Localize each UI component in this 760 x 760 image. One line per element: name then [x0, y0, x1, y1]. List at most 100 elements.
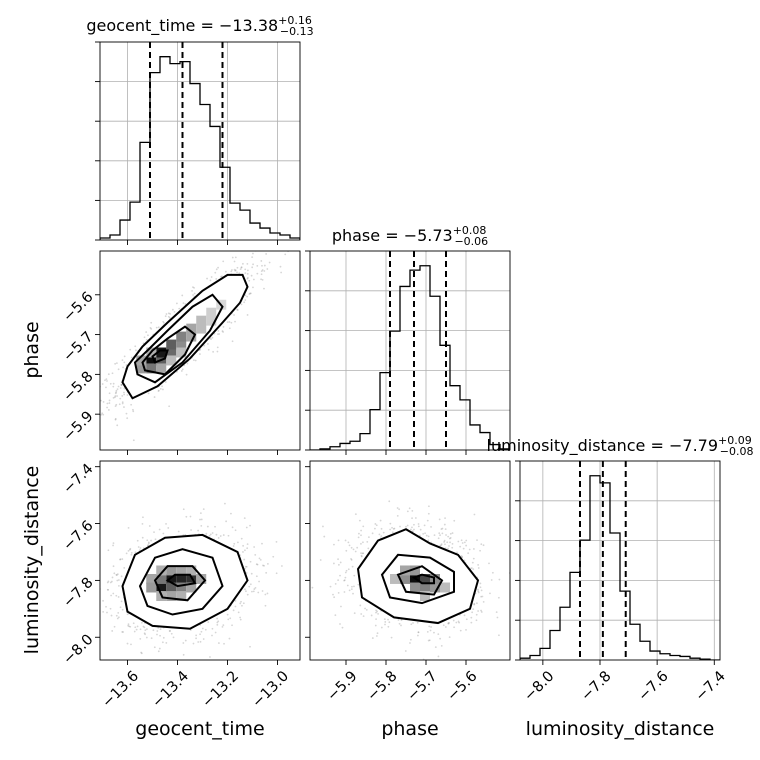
scatter-point — [100, 399, 102, 402]
scatter-point — [249, 560, 252, 563]
scatter-point — [200, 525, 203, 527]
panel-frame — [519, 460, 721, 661]
scatter-point — [443, 523, 446, 526]
density-cell — [176, 591, 187, 602]
scatter-point — [209, 279, 212, 282]
contour-line — [396, 565, 444, 596]
scatter-point — [182, 642, 185, 644]
scatter-point — [217, 329, 220, 332]
scatter-point — [236, 308, 239, 311]
scatter-point — [116, 424, 119, 427]
scatter-point — [467, 552, 470, 555]
scatter-point — [170, 632, 173, 635]
density-cell — [196, 315, 207, 326]
scatter-point — [111, 576, 114, 579]
scatter-point — [233, 260, 236, 263]
scatter-point — [364, 607, 366, 610]
grid-lines — [310, 251, 510, 450]
scatter-point — [221, 625, 224, 628]
scatter-point — [214, 271, 217, 274]
scatter-point — [234, 605, 237, 608]
scatter-point — [375, 524, 378, 527]
scatter-point — [354, 550, 357, 553]
contour-line — [121, 273, 249, 400]
title-geocent-time: geocent_time = −13.38+0.16 −0.13 — [86, 14, 313, 38]
scatter-point — [73, 582, 75, 584]
scatter-point — [145, 636, 148, 639]
scatter-point — [496, 616, 499, 619]
scatter-point — [417, 525, 420, 528]
scatter-point — [416, 634, 419, 637]
scatter-point — [443, 541, 445, 543]
scatter-point — [105, 378, 108, 381]
scatter-point — [441, 532, 444, 535]
scatter-point — [460, 539, 463, 542]
density-cell — [156, 565, 167, 576]
scatter-point — [438, 518, 441, 521]
scatter-point — [148, 525, 151, 527]
scatter-point — [114, 417, 117, 420]
scatter-point — [473, 602, 476, 605]
scatter-point — [358, 519, 361, 522]
scatter-point — [351, 585, 353, 588]
contour-line — [141, 325, 197, 376]
scatter-point — [100, 413, 102, 416]
scatter-point — [144, 633, 146, 636]
scatter-point — [266, 562, 269, 565]
scatter-point — [445, 534, 447, 536]
contour-line — [411, 573, 435, 585]
density-cell — [166, 582, 177, 593]
scatter-point — [197, 641, 200, 643]
density-cell — [156, 574, 167, 584]
scatter-point — [234, 269, 237, 272]
scatter-point — [143, 336, 146, 339]
scatter-point — [417, 631, 420, 634]
scatter-point — [275, 572, 278, 575]
scatter-point — [441, 527, 444, 530]
scatter-point — [219, 275, 222, 278]
scatter-point — [447, 547, 449, 550]
panel-content — [100, 251, 289, 442]
title-upper: +0.08 — [453, 224, 487, 237]
scatter-point — [157, 626, 160, 629]
scatter-point — [404, 650, 407, 652]
scatter-point — [119, 558, 122, 561]
scatter-point — [203, 344, 206, 347]
scatter-point — [491, 571, 494, 574]
scatter-point — [417, 523, 420, 525]
scatter-point — [161, 385, 163, 388]
scatter-point — [344, 571, 347, 574]
scatter-point — [230, 321, 233, 324]
density-cell — [400, 565, 410, 576]
scatter-point — [256, 264, 259, 267]
scatter-point — [139, 547, 142, 549]
scatter-point — [388, 500, 391, 503]
scatter-point — [433, 631, 435, 634]
scatter-point — [480, 609, 482, 612]
scatter-point — [114, 395, 117, 397]
scatter-point — [275, 540, 278, 543]
scatter-point — [242, 551, 244, 553]
x-tick-label: −5.8 — [364, 668, 400, 704]
scatter-point — [344, 576, 347, 579]
scatter-point — [107, 580, 110, 583]
scatter-point — [265, 571, 268, 574]
scatter-point — [136, 625, 139, 628]
scatter-point — [182, 302, 185, 305]
scatter-point — [234, 269, 237, 272]
scatter-point — [249, 583, 252, 586]
scatter-point — [437, 537, 440, 540]
x-tick-label: −13.2 — [199, 668, 242, 711]
scatter-point — [398, 622, 401, 625]
scatter-point — [230, 270, 233, 273]
scatter-point — [409, 638, 412, 641]
scatter-point — [446, 541, 449, 544]
scatter-point — [371, 637, 374, 639]
scatter-point — [425, 534, 428, 537]
scatter-point — [121, 608, 124, 611]
scatter-point — [246, 272, 249, 275]
scatter-point — [434, 646, 437, 649]
density-cell — [166, 347, 177, 358]
scatter-point — [132, 439, 135, 442]
scatter-point — [202, 638, 205, 640]
